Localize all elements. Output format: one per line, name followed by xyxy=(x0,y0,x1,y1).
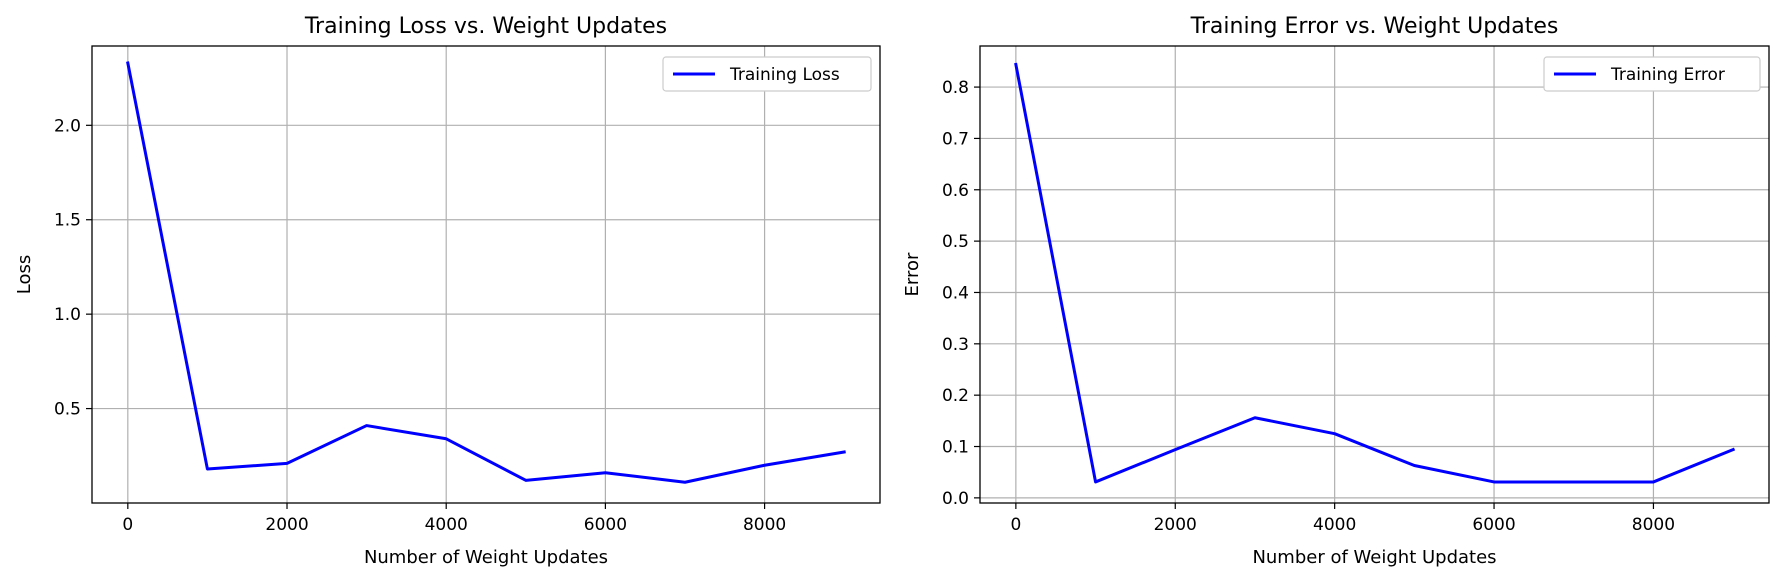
x-tick-label: 2000 xyxy=(265,515,308,535)
x-tick-label: 6000 xyxy=(1472,515,1515,535)
y-tick-label: 0.3 xyxy=(942,335,969,355)
x-tick-label: 6000 xyxy=(584,515,627,535)
legend-box xyxy=(1543,56,1761,92)
plot-frame xyxy=(979,45,1770,504)
x-tick-label: 4000 xyxy=(425,515,468,535)
y-tick-label: 1.0 xyxy=(54,305,81,325)
legend: Training Error xyxy=(1543,56,1761,92)
y-tick-label: 0.4 xyxy=(942,283,969,303)
x-tick-label: 0 xyxy=(122,515,133,535)
chart-title: Training Error vs. Weight Updates xyxy=(1190,14,1559,39)
y-tick-label: 1.5 xyxy=(54,211,81,231)
y-tick-label: 0.2 xyxy=(942,386,969,406)
y-tick-label: 0.6 xyxy=(942,181,969,201)
x-axis-label: Number of Weight Updates xyxy=(1252,547,1496,568)
y-axis-label: Loss xyxy=(14,255,35,294)
series-line-training-loss xyxy=(126,61,846,484)
y-tick-label: 0.7 xyxy=(942,129,969,149)
legend: Training Loss xyxy=(662,56,872,92)
chart-panel-2: 0 2000 4000 6000 8000 0.0 0.1 0.2 0.3 0.4 0.5 0.6 0.… xyxy=(902,14,1770,568)
y-tick-label: 0.5 xyxy=(54,400,81,420)
plot-frame xyxy=(91,45,881,504)
x-tick-label: 2000 xyxy=(1154,515,1197,535)
x-tick-label: 4000 xyxy=(1313,515,1356,535)
y-tick-label: 0.5 xyxy=(942,232,969,252)
y-tick-label: 0.1 xyxy=(942,438,969,458)
legend-box xyxy=(662,56,872,92)
x-tick-label: 0 xyxy=(1010,515,1021,535)
y-axis-label: Error xyxy=(902,252,923,296)
series-line-training-error xyxy=(1014,62,1736,484)
x-axis-label: Number of Weight Updates xyxy=(364,547,608,568)
legend-label: Training Error xyxy=(1610,65,1725,85)
y-tick-label: 0.8 xyxy=(942,78,969,98)
x-tick-label: 8000 xyxy=(743,515,786,535)
y-tick-label: 2.0 xyxy=(54,116,81,136)
chart-title: Training Loss vs. Weight Updates xyxy=(304,14,667,39)
chart-panel-1: 0 2000 4000 6000 8000 0.5 1.0 1.5 2.0 Training Lo… xyxy=(14,14,881,568)
y-tick-label: 0.0 xyxy=(942,489,969,509)
legend-label: Training Loss xyxy=(729,65,840,85)
x-tick-label: 8000 xyxy=(1632,515,1675,535)
